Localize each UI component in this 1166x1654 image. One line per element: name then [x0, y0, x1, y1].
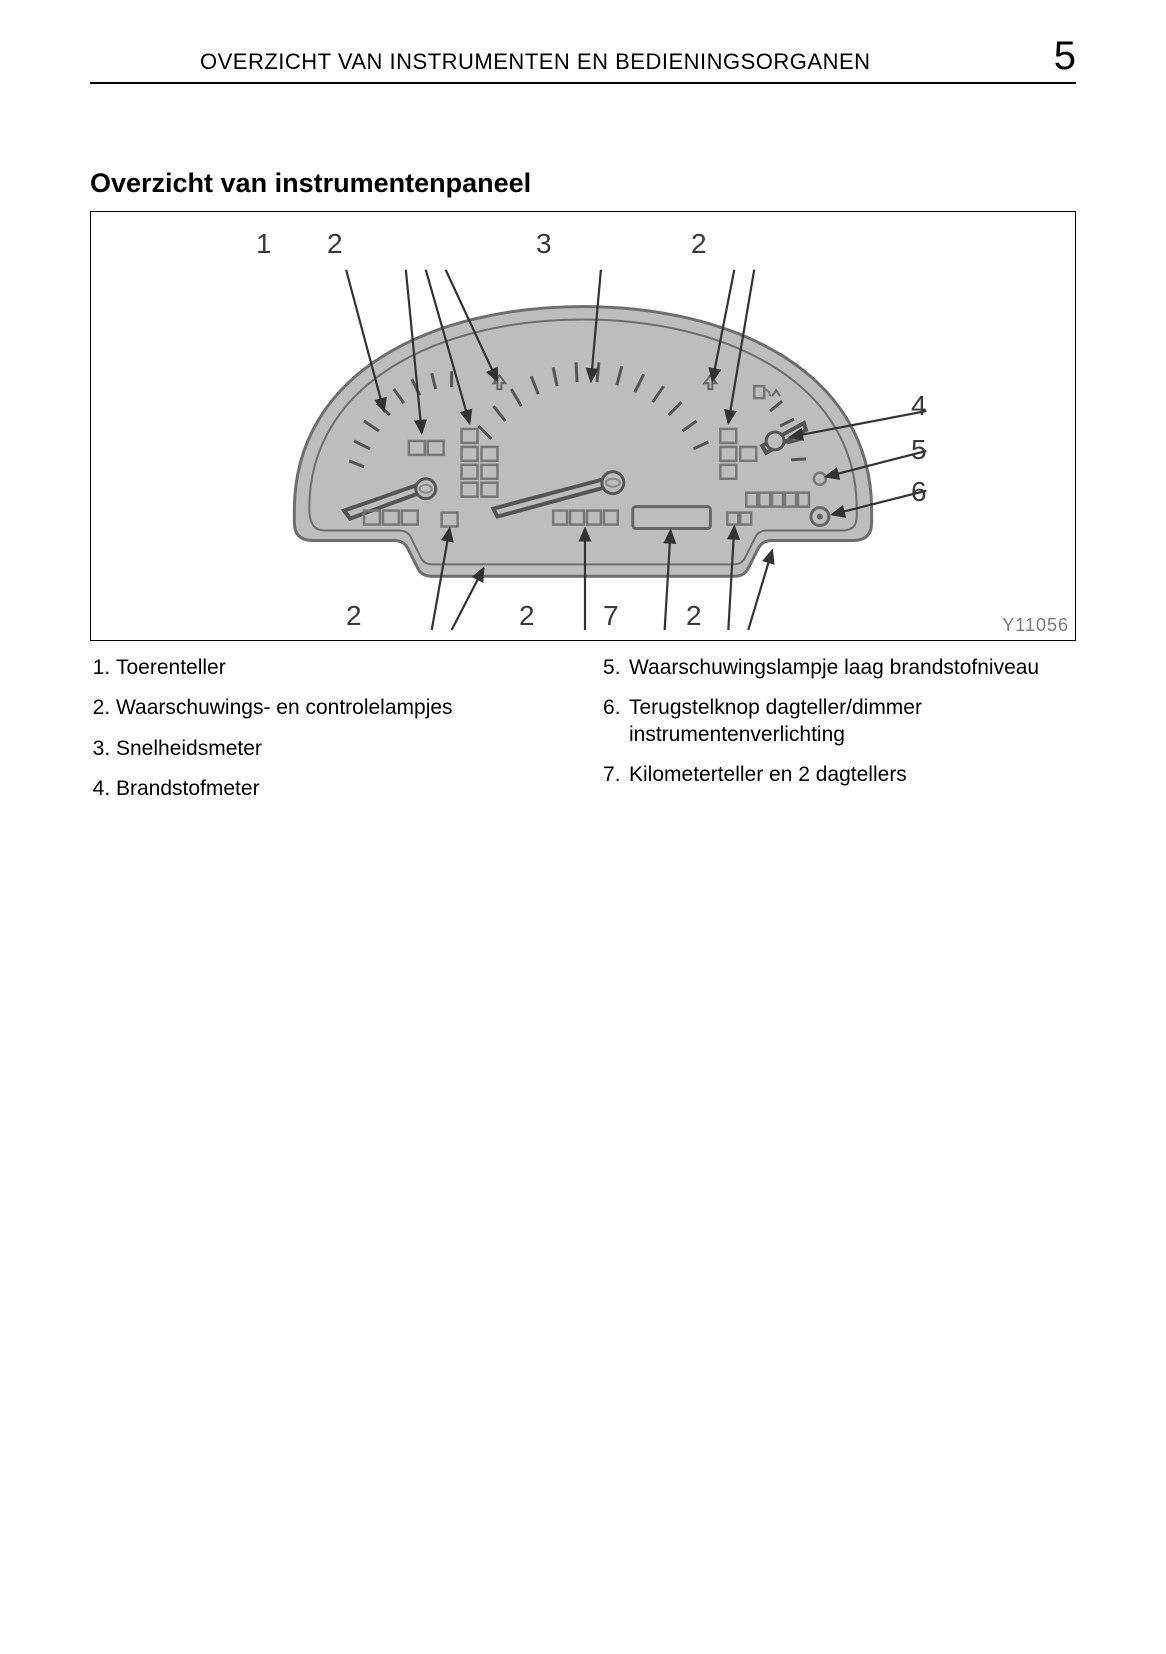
legend: Toerenteller Waarschuwings- en controlel…	[90, 655, 1076, 816]
figure-code: Y11056	[1002, 615, 1069, 636]
callout-top-1: 1	[256, 228, 272, 260]
section-title: Overzicht van instrumentenpaneel	[90, 168, 1076, 199]
legend-item: Kilometerteller en 2 dagtellers	[603, 762, 1076, 788]
instrument-cluster-svg	[91, 212, 1075, 640]
callout-bottom-1: 2	[346, 600, 362, 632]
legend-item: Snelheidsmeter	[116, 736, 563, 762]
legend-item: Brandstofmeter	[116, 776, 563, 802]
instrument-panel-figure: 1 2 3 2 4 5 6 2 2 7 2 Y11056	[90, 211, 1076, 641]
callout-right-6: 6	[911, 476, 927, 508]
legend-item: Waarschuwingslampje laag brandstofniveau	[603, 655, 1076, 681]
legend-item: Terugstelknop dagteller/dimmer instrumen…	[603, 695, 1076, 748]
legend-col-right: Waarschuwingslampje laag brandstofniveau…	[603, 655, 1076, 816]
legend-item: Toerenteller	[116, 655, 563, 681]
page-number: 5	[1054, 36, 1076, 76]
callout-bottom-4: 2	[686, 600, 702, 632]
callout-top-2: 2	[327, 228, 343, 260]
callout-top-3: 3	[536, 228, 552, 260]
callout-top-4: 2	[691, 228, 707, 260]
callout-bottom-2: 2	[519, 600, 535, 632]
running-title: OVERZICHT VAN INSTRUMENTEN EN BEDIENINGS…	[200, 49, 871, 75]
page-header: OVERZICHT VAN INSTRUMENTEN EN BEDIENINGS…	[90, 36, 1076, 84]
callout-right-5: 5	[911, 434, 927, 466]
callout-bottom-3: 7	[603, 600, 619, 632]
legend-col-left: Toerenteller Waarschuwings- en controlel…	[90, 655, 563, 816]
legend-item: Waarschuwings- en controlelampjes	[116, 695, 563, 721]
callout-right-4: 4	[911, 390, 927, 422]
